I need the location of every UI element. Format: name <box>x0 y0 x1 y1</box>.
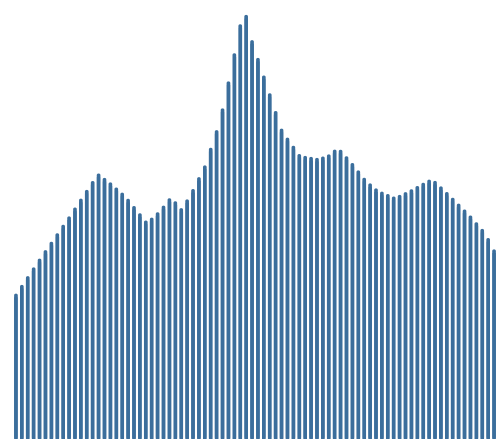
stripe-base <box>126 202 130 439</box>
stripe-base <box>332 153 337 439</box>
stripe-base <box>492 253 496 439</box>
stripe-base <box>433 184 437 439</box>
stripe-base <box>315 161 319 439</box>
stripe-base <box>273 114 278 439</box>
stripe-base <box>326 158 331 439</box>
stripe-base <box>321 160 325 439</box>
stripe-base <box>238 27 243 439</box>
stripe-base <box>285 141 290 439</box>
stripe-base <box>20 288 24 439</box>
stripe-base <box>303 159 307 439</box>
stripe-base <box>262 79 266 439</box>
stripe-base <box>31 271 36 439</box>
stripe-base <box>256 61 260 439</box>
stripe-base <box>409 192 414 439</box>
stripe-base <box>445 195 449 439</box>
stripe-base <box>149 221 154 439</box>
stripe-base <box>90 184 95 439</box>
stripe-base <box>84 193 89 439</box>
stripe-base <box>61 228 65 439</box>
stripe-base <box>96 177 101 439</box>
stripe-base <box>486 241 490 439</box>
stripe-base <box>179 211 184 439</box>
stripe-base <box>267 96 272 439</box>
stripe-base <box>368 187 372 439</box>
stripe-base <box>468 219 473 439</box>
stripe-base <box>250 43 254 439</box>
stripe-base <box>167 201 172 439</box>
stripe-base <box>143 224 148 439</box>
stripes-group <box>14 14 496 439</box>
stripe-base <box>132 209 136 439</box>
stripe-base <box>232 56 237 439</box>
stripe-base <box>385 197 390 439</box>
stripe-base <box>397 198 402 439</box>
stripe-base <box>456 207 461 439</box>
stripe-base <box>462 213 467 439</box>
stripe-base <box>480 232 485 439</box>
stripe-base <box>380 195 384 439</box>
stripe-base <box>450 201 455 439</box>
stripe-base <box>427 183 431 439</box>
stripe-base <box>25 279 30 439</box>
stripe-base <box>291 149 296 439</box>
stripe-base <box>338 153 343 439</box>
stripe-base <box>114 191 119 439</box>
stripe-base <box>297 157 302 439</box>
stripe-base <box>108 186 113 439</box>
stripe-base <box>203 169 207 439</box>
stripe-base <box>214 133 219 439</box>
stripe-base <box>356 174 361 439</box>
stripe-base <box>161 209 166 439</box>
stripe-base <box>439 190 443 439</box>
stripe-base <box>279 132 284 439</box>
stripe-base <box>344 159 349 439</box>
stripe-base <box>138 216 142 439</box>
stripe-base <box>374 191 378 439</box>
stripe-base <box>43 253 48 439</box>
stripe-base <box>73 211 77 439</box>
stripe-base <box>309 160 313 439</box>
stripe-base <box>403 195 408 439</box>
stripe-base <box>191 192 195 439</box>
stripe-base <box>79 202 83 439</box>
stripe-base <box>173 204 178 439</box>
stripe-base <box>474 225 479 439</box>
stripe-base <box>102 181 107 439</box>
stripe-base <box>415 189 420 439</box>
stripe-base <box>244 18 248 439</box>
stripe-base <box>120 196 125 439</box>
stripe-base <box>391 200 396 439</box>
stripe-base <box>208 151 213 439</box>
stripe-base <box>155 215 160 439</box>
stripe-base <box>220 112 225 439</box>
stripe-base <box>67 219 71 439</box>
stripe-base <box>362 181 367 439</box>
stripe-base <box>197 180 201 439</box>
stripe-base <box>185 202 189 439</box>
stripe-base <box>55 236 60 439</box>
stripe-base <box>37 262 42 439</box>
stripe-base <box>226 84 231 439</box>
stripe-base <box>421 186 426 439</box>
stripe-base <box>14 297 18 439</box>
stripe-base <box>350 166 355 439</box>
stripe-base <box>49 245 54 439</box>
